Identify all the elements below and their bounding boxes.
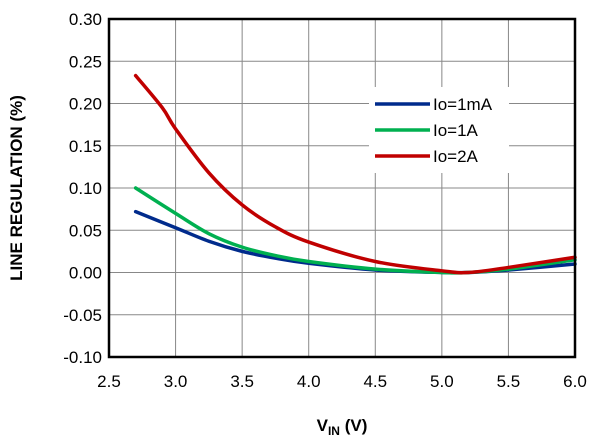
legend-label-2: Io=1A bbox=[433, 121, 479, 140]
grid bbox=[108, 18, 576, 358]
y-tick-label: 0.05 bbox=[69, 221, 102, 240]
series-line-3 bbox=[133, 73, 577, 275]
legend: Io=1mA Io=1A Io=2A bbox=[369, 87, 509, 173]
y-tick-labels: -0.10 -0.05 0.00 0.05 0.10 0.15 0.20 0.25 0.30 bbox=[63, 10, 102, 367]
legend-label-3: Io=2A bbox=[433, 147, 479, 166]
x-tick-label: 5.5 bbox=[497, 372, 521, 391]
x-tick-label: 4.0 bbox=[297, 372, 321, 391]
x-tick-label: 3.5 bbox=[230, 372, 254, 391]
y-tick-label: 0.00 bbox=[69, 264, 102, 283]
y-tick-label: 0.25 bbox=[69, 52, 102, 71]
y-tick-label: 0.20 bbox=[69, 95, 102, 114]
series-layer bbox=[133, 73, 577, 275]
series-line-1 bbox=[133, 209, 577, 275]
x-tick-label: 2.5 bbox=[97, 372, 121, 391]
x-tick-labels: 2.5 3.0 3.5 4.0 4.5 5.0 5.5 6.0 bbox=[97, 372, 587, 391]
y-tick-label: -0.05 bbox=[63, 306, 102, 325]
x-axis-title: VIN (V) bbox=[317, 416, 368, 438]
x-tick-label: 6.0 bbox=[563, 372, 587, 391]
plot-frame bbox=[107, 17, 577, 359]
y-tick-label: 0.30 bbox=[69, 10, 102, 29]
x-tick-label: 3.0 bbox=[164, 372, 188, 391]
y-tick-label: -0.10 bbox=[63, 348, 102, 367]
legend-label-1: Io=1mA bbox=[433, 95, 493, 114]
y-axis-title: LINE REGULATION (%) bbox=[7, 95, 26, 281]
y-tick-label: 0.15 bbox=[69, 137, 102, 156]
x-tick-label: 4.5 bbox=[363, 372, 387, 391]
y-tick-label: 0.10 bbox=[69, 179, 102, 198]
x-tick-label: 5.0 bbox=[430, 372, 454, 391]
